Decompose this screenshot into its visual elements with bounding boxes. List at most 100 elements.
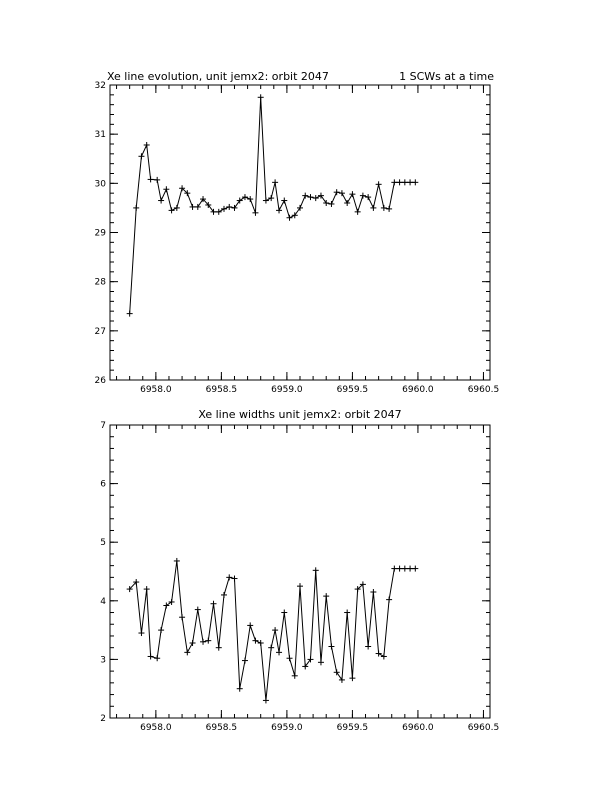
data-point — [359, 192, 366, 199]
data-point — [401, 565, 408, 572]
data-point — [205, 201, 212, 208]
data-point — [143, 141, 150, 148]
data-point — [281, 197, 288, 204]
data-point — [262, 697, 269, 704]
data-point — [370, 589, 377, 596]
data-point — [252, 637, 259, 644]
data-point — [386, 205, 393, 212]
y-tick-label: 4 — [100, 597, 106, 607]
data-point — [226, 203, 233, 210]
data-point — [236, 197, 243, 204]
data-point — [215, 644, 222, 651]
data-point — [312, 567, 319, 574]
data-point — [133, 204, 140, 211]
data-point — [286, 655, 293, 662]
data-point — [344, 200, 351, 206]
chart-title: Xe line evolution, unit jemx2: orbit 204… — [107, 70, 329, 83]
data-point — [276, 649, 283, 656]
data-point — [407, 179, 414, 186]
y-tick-label: 6 — [100, 480, 106, 490]
data-point — [221, 205, 227, 212]
data-point — [365, 194, 372, 201]
data-point — [268, 195, 275, 202]
data-point — [262, 197, 269, 204]
data-point — [154, 655, 161, 662]
x-tick-label: 6960.5 — [468, 385, 500, 395]
x-tick-label: 6960.0 — [402, 385, 434, 395]
chart-widths: Xe line widths unit jemx2: orbit 2047 69… — [100, 408, 499, 733]
data-point — [200, 196, 207, 203]
x-tick-label: 6960.0 — [402, 723, 434, 733]
data-point — [333, 669, 340, 676]
data-point — [302, 663, 309, 670]
x-tick-label: 6959.5 — [337, 385, 369, 395]
data-point — [323, 593, 330, 600]
data-point — [143, 586, 150, 593]
chart-evolution: Xe line evolution, unit jemx2: orbit 204… — [95, 70, 500, 395]
plot-frame — [109, 424, 491, 719]
data-point — [194, 203, 201, 210]
data-point — [173, 204, 180, 211]
data-point — [307, 656, 314, 663]
data-point — [168, 598, 175, 605]
data-point — [236, 685, 243, 692]
data-point — [126, 586, 133, 593]
data-point — [317, 659, 324, 666]
x-tick-label: 6959.0 — [271, 385, 303, 395]
x-tick-label: 6959.5 — [337, 723, 369, 733]
data-point — [179, 614, 186, 621]
data-point — [189, 639, 196, 646]
data-point — [391, 565, 398, 572]
data-point — [163, 186, 170, 193]
data-point — [291, 672, 298, 679]
data-point — [281, 609, 288, 616]
data-point — [359, 581, 366, 588]
data-point — [328, 200, 335, 207]
data-point — [297, 204, 303, 211]
data-point — [268, 644, 275, 651]
data-point — [158, 627, 165, 634]
x-tick-label: 6960.5 — [468, 723, 500, 733]
y-tick-label: 28 — [95, 278, 107, 288]
data-point — [184, 190, 191, 197]
data-point — [247, 196, 254, 203]
data-point — [247, 622, 254, 629]
data-point — [407, 565, 414, 572]
y-tick-label: 31 — [95, 130, 106, 140]
data-point — [154, 176, 161, 183]
data-point — [365, 643, 372, 650]
data-point — [312, 195, 319, 202]
data-point — [126, 310, 133, 317]
data-point — [396, 565, 403, 572]
data-point — [338, 190, 345, 197]
plot-frame — [109, 84, 491, 381]
data-point — [370, 204, 377, 211]
data-point — [231, 204, 238, 211]
data-point — [276, 207, 283, 214]
data-point — [179, 185, 186, 192]
data-point — [205, 637, 212, 644]
x-tick-label: 6958.5 — [206, 723, 238, 733]
data-point — [194, 606, 201, 613]
series-line — [129, 560, 416, 701]
data-point — [380, 204, 387, 211]
y-tick-label: 5 — [100, 538, 106, 548]
data-point — [401, 179, 408, 186]
data-point — [147, 653, 154, 660]
y-tick-label: 26 — [95, 376, 107, 386]
data-point — [221, 591, 227, 598]
data-point — [333, 189, 340, 196]
data-point — [272, 179, 279, 186]
data-point — [257, 94, 264, 101]
y-tick-label: 2 — [100, 714, 106, 724]
y-tick-label: 32 — [95, 81, 106, 91]
y-tick-label: 29 — [95, 229, 107, 239]
data-point — [291, 212, 298, 219]
data-point — [412, 179, 419, 186]
data-point — [184, 649, 191, 656]
data-point — [210, 208, 217, 215]
data-point — [297, 583, 303, 590]
data-point — [386, 596, 393, 603]
data-point — [349, 675, 356, 682]
